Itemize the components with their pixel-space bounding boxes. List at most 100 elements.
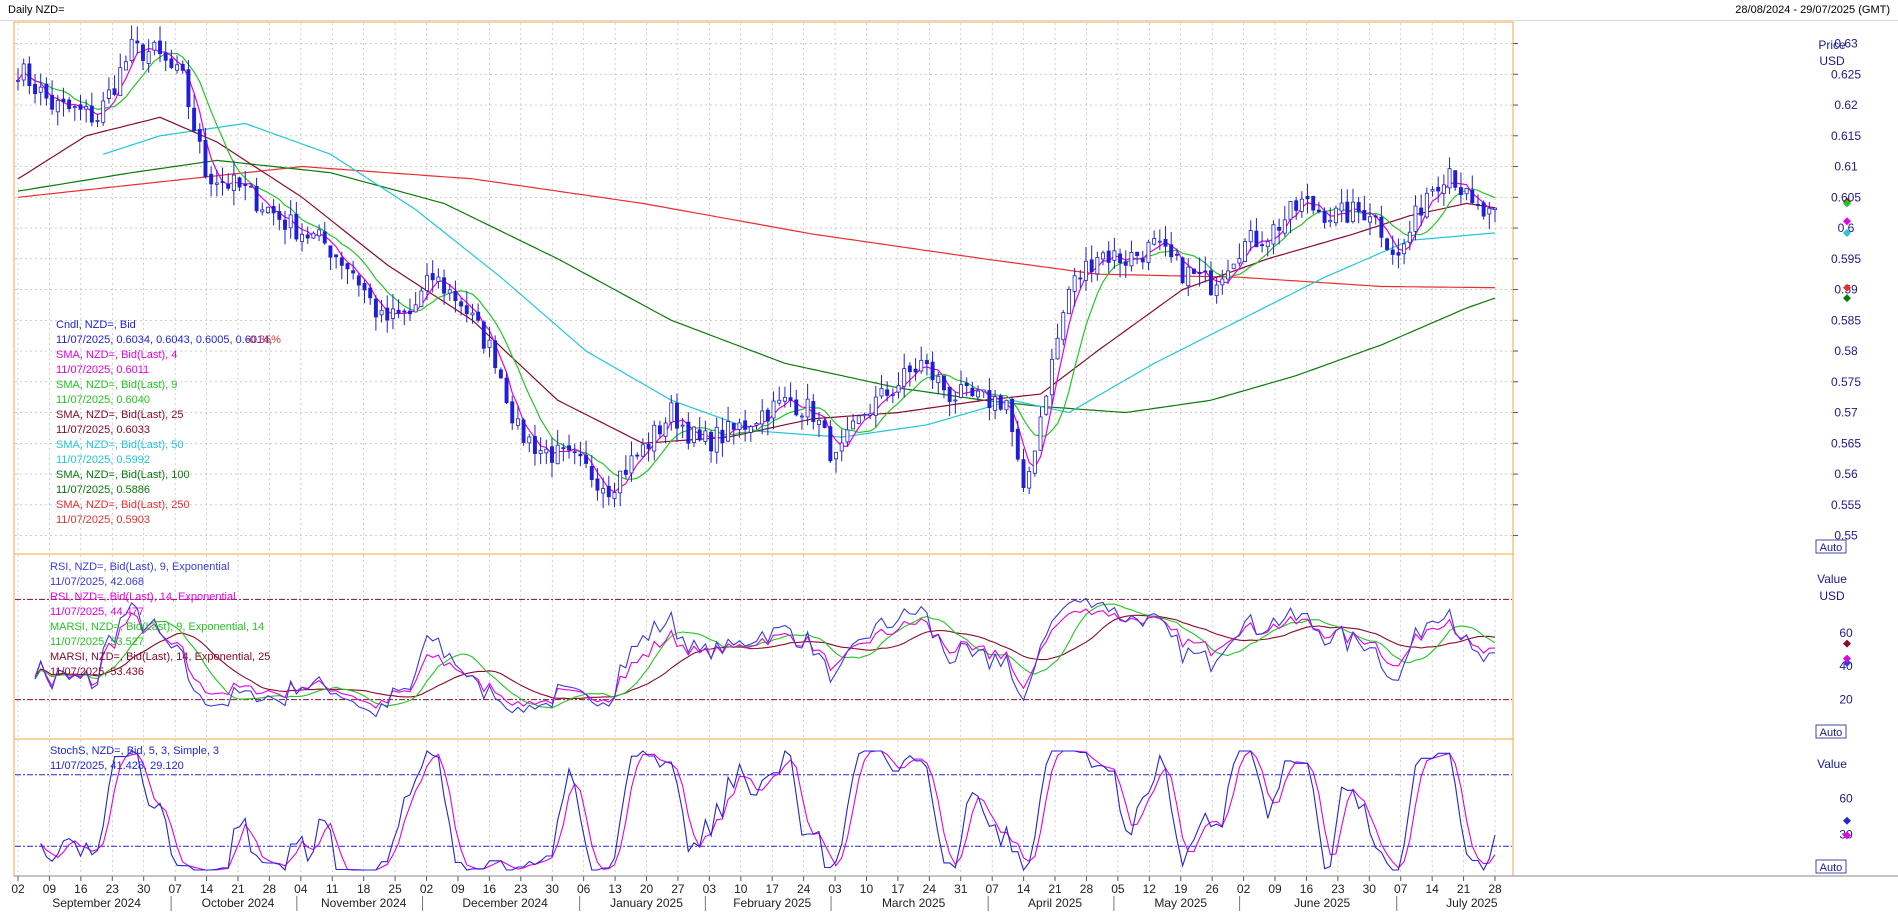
candlestick-series[interactable] [16, 25, 1497, 509]
legend-value: 11/07/2025, 42.068 [50, 576, 144, 588]
candle-body [158, 40, 162, 55]
candle-body [220, 181, 225, 183]
candle-body [834, 451, 838, 460]
price-panel[interactable] [13, 21, 1514, 555]
candle-body [873, 396, 878, 416]
candle-body [1015, 428, 1020, 460]
candle-body [890, 394, 895, 396]
candle-body [294, 213, 299, 240]
candle-body [1282, 219, 1287, 234]
rsi-auto-button[interactable]: Auto [1815, 724, 1847, 739]
candle-body [322, 231, 327, 244]
candle-body [1458, 187, 1463, 195]
price-tick-label: 0.57 [1834, 406, 1858, 420]
axes: 02 09 16 23 30 07 14 21 28 04 11 18 25 02 09 16 23 30 06 13… [11, 37, 1898, 911]
candle-body [44, 83, 49, 99]
candle-body [970, 387, 975, 397]
candle-body [879, 387, 884, 397]
price-tick-label: 0.605 [1831, 190, 1861, 204]
candle-body [1430, 189, 1435, 192]
candle-body [998, 395, 1003, 410]
stoch-k-line [40, 750, 1496, 872]
candle-body [1208, 270, 1213, 296]
candle-body [959, 384, 963, 398]
candle-body [1180, 257, 1185, 284]
candle-body [95, 120, 100, 122]
candle-body [214, 182, 219, 185]
candle-body [459, 301, 464, 307]
rsi-legend: RSI, NZD=, Bid(Last), 9, Exponential 11/0… [50, 561, 270, 678]
candle-body [510, 401, 515, 424]
candle-body [595, 478, 600, 491]
candle-body [476, 311, 481, 321]
candle-body [976, 390, 981, 398]
candle-body [589, 466, 594, 480]
month-label: February 2025 [733, 896, 811, 910]
candle-body [544, 448, 549, 454]
legend-value: 11/07/2025, 0.6011 [56, 364, 149, 376]
candle-body [368, 287, 373, 299]
candle-body [1271, 224, 1276, 245]
candle-body [1316, 209, 1321, 213]
rsi-panel[interactable] [13, 553, 1514, 740]
price-auto-label: Auto [1820, 542, 1843, 554]
candle-body [265, 206, 270, 214]
x-tick-label: 16 [1300, 882, 1314, 896]
candle-body [1396, 252, 1401, 256]
x-tick-label: 17 [766, 882, 780, 896]
candle-body [1004, 399, 1009, 411]
candle-body [1265, 241, 1270, 248]
price-tick-label: 0.625 [1831, 67, 1861, 81]
legend-value: 11/07/2025, 0.6034, 0.6043, 0.6005, 0.60… [56, 334, 272, 346]
legend-label: SMA, NZD=, Bid(Last), 100 [56, 469, 190, 481]
candle-body [123, 61, 128, 71]
candle-body [561, 447, 566, 450]
candle-body [334, 254, 339, 258]
x-tick-label: 30 [546, 882, 560, 896]
candle-body [771, 400, 776, 419]
candle-body [765, 409, 770, 422]
candle-body [112, 88, 117, 95]
candle-body [135, 40, 140, 44]
price-tick-label: 0.595 [1831, 252, 1861, 266]
candle-body [1299, 198, 1304, 212]
candle-body [311, 232, 316, 239]
candle-body [186, 69, 191, 108]
x-tick-label: 27 [671, 882, 685, 896]
x-tick-label: 04 [294, 882, 308, 896]
rsi-9-line [34, 597, 1496, 718]
stoch-auto-label: Auto [1820, 862, 1843, 874]
stoch-auto-button[interactable]: Auto [1815, 859, 1847, 874]
candle-body [1333, 207, 1338, 224]
price-auto-button[interactable]: Auto [1815, 539, 1847, 554]
candle-body [811, 401, 816, 423]
candle-body [1419, 207, 1424, 216]
legend-label: Cndl, NZD=, Bid [56, 319, 136, 331]
price-axis-title: Price [1818, 38, 1846, 52]
candle-body [686, 421, 691, 444]
candle-body [657, 425, 662, 435]
rsi-axis-unit: USD [1819, 589, 1845, 603]
stoch-panel[interactable] [13, 738, 1514, 877]
candle-body [629, 455, 634, 474]
candle-body [1129, 252, 1134, 267]
candle-body [663, 422, 668, 437]
marsi-14-line [34, 614, 1496, 700]
candle-body [1021, 459, 1026, 489]
sma-9-line [17, 52, 1496, 480]
candle-body [845, 429, 850, 443]
candle-body [464, 305, 469, 315]
x-tick-label: 20 [640, 882, 654, 896]
candle-body [1254, 230, 1259, 248]
chart-canvas[interactable]: 02 09 16 23 30 07 14 21 28 04 11 18 25 02 09 16 23 30 06 13… [0, 20, 1898, 912]
legend-label: SMA, NZD=, Bid(Last), 4 [56, 349, 177, 361]
sma-250-line [17, 165, 1496, 289]
candle-body [1044, 395, 1049, 415]
candle-body [33, 83, 38, 95]
candle-body [584, 454, 589, 464]
month-label: September 2024 [52, 896, 141, 910]
candle-body [703, 430, 708, 442]
candle-body [930, 361, 935, 381]
candle-body [515, 418, 520, 426]
candle-body [1010, 398, 1015, 433]
